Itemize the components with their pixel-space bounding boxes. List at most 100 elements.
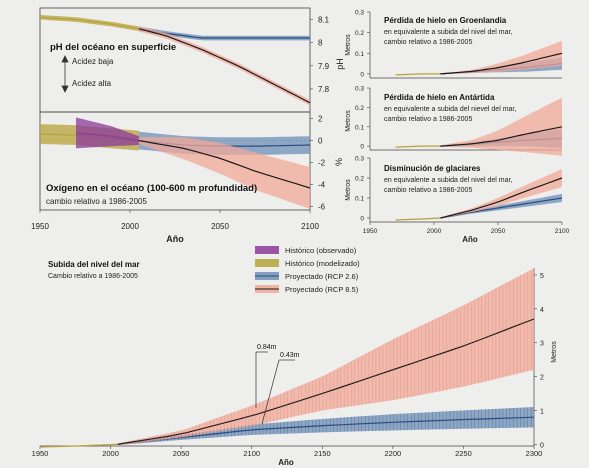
glaciers-xtick-label: 2000	[427, 228, 442, 235]
greenland-subtitle-2: cambio relativo a 1986-2005	[384, 39, 472, 46]
greenland-ytick-label: 0.2	[355, 30, 364, 37]
ph-panel: 7.8 7.9 8 8.1 pH del océano en superficie A…	[39, 7, 345, 113]
antarctica-subtitle-1: en equivalente a subida del nievel del m…	[384, 106, 516, 113]
ph-annotation-low: Acidez baja	[72, 57, 114, 66]
antarctica-ytick-label: 0.3	[355, 86, 364, 93]
ph-series-line	[39, 16, 140, 30]
sealevel-ytick-label: 2	[540, 375, 544, 382]
ph-ytick-label: 8.1	[318, 16, 330, 25]
sealevel-series-line	[117, 318, 535, 445]
legend-label: Histórico (observado)	[285, 246, 357, 255]
legend-label: Proyectado (RCP 2.6)	[285, 272, 359, 281]
ph-ytick-label: 7.9	[318, 62, 330, 71]
ph-series-band	[139, 26, 310, 41]
ph-plot: 7.8 7.9 8 8.1	[39, 14, 330, 106]
glaciers-ytick-label: 0.3	[355, 156, 364, 163]
glaciers-xtick-label: 1950	[363, 228, 378, 235]
antarctica-series-band	[440, 97, 562, 156]
greenland-ylabel: Metros	[345, 34, 352, 56]
glaciers-xtick-label: 2050	[491, 228, 506, 235]
sealevel-ytick-label: 0	[540, 442, 544, 449]
greenland-series-line	[395, 73, 441, 76]
oxygen-subtitle: cambio relativo a 1986-2005	[46, 197, 148, 206]
sealevel-ylabel: Metros	[551, 341, 558, 363]
oxygen-panel-frame	[39, 111, 311, 211]
sealevel-panel: 0 1 2 3 4 5 1950 2000 2050 2100 2150 2200 2250 2300 S…	[32, 260, 558, 467]
antarctica-ytick-label: 0.2	[355, 105, 364, 112]
sealevel-xtick-label: 1950	[32, 449, 49, 458]
legend-swatch	[255, 246, 279, 254]
ph-series-band	[139, 26, 310, 106]
glaciers-subtitle-2: cambio relativo a 1986-2005	[384, 187, 472, 194]
greenland-subtitle-1: en equivalente a subida del nivel del ma…	[384, 29, 512, 36]
sealevel-xtick-label: 2300	[526, 449, 543, 458]
ph-title: pH del océano en superficie	[50, 42, 176, 53]
glaciers-ytick-label: 0.2	[355, 176, 364, 183]
glaciers-subtitle-line-2: cambio relativo a 1986-2005	[384, 187, 472, 194]
greenland-ytick-label: 0.1	[355, 51, 364, 58]
ph-ylabel: pH	[335, 58, 345, 70]
glaciers-subtitle-1: en equivalente a subida del nivel del ma…	[384, 177, 512, 184]
annotation-084-label: 0.84m	[257, 344, 277, 351]
sealevel-xtick-label: 2200	[385, 449, 402, 458]
oxygen-xtick-label: 1950	[31, 222, 49, 231]
oxygen-series-band	[76, 117, 139, 149]
sealevel-ytick-label: 1	[540, 408, 544, 415]
sealevel-subtitle: Cambio relativo a 1986-2005	[48, 273, 138, 280]
sealevel-title: Subida del nivel del mar	[48, 260, 140, 269]
antarctica-ytick-label: 0.1	[355, 124, 364, 131]
ph-arrow-icon	[61, 55, 69, 93]
oxygen-panel: -6 -4 -2 0 2 1950 2000 2050 2100 Oxígeno en el o…	[31, 111, 344, 244]
right-xlabel: Año	[462, 235, 478, 244]
glaciers-subtitle-line-1: en equivalente a subida del nivel del ma…	[384, 177, 512, 184]
oxygen-title: Oxígeno en el océano (100-600 m profundi…	[46, 183, 257, 194]
sealevel-plot: 0 1 2 3 4 5 1950 2000 2050 2100 2150 2200 2250 2300	[32, 268, 544, 458]
glaciers-panel: 0 0.1 0.2 0.3 1950 2000 2050 2100 Disminución d…	[345, 156, 570, 245]
antarctica-subtitle-line-2: cambio relativo a 1986-2005	[384, 116, 472, 123]
sealevel-series-line	[117, 416, 535, 445]
greenland-plot: 0 0.1 0.2 0.3	[355, 10, 563, 78]
ph-annotation-high: Acidez alta	[72, 79, 112, 88]
oxygen-xtick-label: 2000	[121, 222, 139, 231]
legend-swatch	[255, 259, 279, 267]
greenland-title: Pérdida de hielo en Groenlandia	[384, 16, 507, 25]
annotation-043-label: 0.43m	[280, 352, 300, 359]
annotation-043: 0.43m	[261, 352, 300, 425]
sealevel-ytick-label: 5	[540, 273, 544, 280]
greenland-panel: 0 0.1 0.2 0.3 Pérdida de hielo en Groenland…	[345, 10, 563, 78]
greenland-subtitle-line-1: en equivalente a subida del nivel del ma…	[384, 29, 512, 36]
left-xlabel: Año	[166, 234, 184, 244]
glaciers-ytick-label: 0.1	[355, 196, 364, 203]
greenland-series-band	[440, 57, 562, 75]
sealevel-xtick-label: 2100	[243, 449, 260, 458]
annotation-084: 0.84m	[255, 344, 277, 408]
glaciers-series-band	[440, 169, 562, 219]
antarctica-ylabel: Metros	[345, 110, 352, 132]
ph-ytick-label: 8	[318, 39, 323, 48]
sealevel-series-band	[117, 268, 534, 446]
glaciers-xtick-label: 2100	[555, 228, 570, 235]
ph-series-band	[40, 14, 139, 32]
oxygen-plot: -6 -4 -2 0 2 1950 2000 2050 2100	[31, 115, 326, 231]
antarctica-panel: 0 0.1 0.2 0.3 Pérdida de hielo en Antártida…	[345, 86, 563, 156]
glaciers-title: Disminución de glaciares	[384, 164, 481, 173]
oxygen-xtick-label: 2100	[301, 222, 319, 231]
oxygen-ytick-label: 2	[318, 115, 323, 124]
antarctica-ytick-label: 0	[360, 144, 364, 151]
sealevel-xtick-label: 2000	[102, 449, 119, 458]
glaciers-series-line	[395, 217, 441, 221]
oxygen-series-line	[138, 140, 311, 189]
glaciers-ylabel: Metros	[345, 179, 352, 201]
sealevel-xtick-label: 2150	[314, 449, 331, 458]
sealevel-xtick-label: 2050	[173, 449, 190, 458]
greenland-ytick-label: 0.3	[355, 10, 364, 17]
antarctica-plot: 0 0.1 0.2 0.3	[355, 86, 563, 156]
antarctica-series-line	[440, 126, 563, 147]
greenland-subtitle-line-2: cambio relativo a 1986-2005	[384, 39, 472, 46]
oxygen-xtick-label: 2050	[211, 222, 229, 231]
legend: Histórico (observado) Histórico (modeliza…	[255, 246, 360, 294]
sealevel-ytick-label: 3	[540, 341, 544, 348]
oxygen-ylabel: %	[334, 158, 344, 166]
antarctica-title: Pérdida de hielo en Antártida	[384, 93, 495, 102]
